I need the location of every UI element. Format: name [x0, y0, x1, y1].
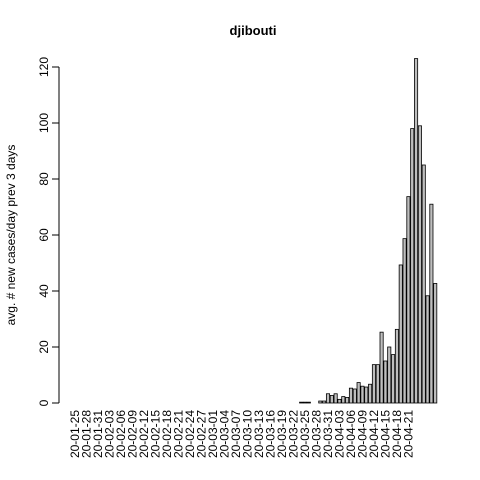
y-tick-label: 20: [37, 340, 51, 354]
x-tick-label: 20-04-06: [344, 410, 358, 458]
x-axis-tick-labels: 20-01-2520-01-2820-01-3120-02-0320-02-06…: [68, 410, 415, 458]
x-tick-label: 20-04-03: [332, 410, 346, 458]
bar: [333, 393, 338, 404]
bar: [329, 395, 334, 404]
x-tick-label: 20-03-25: [298, 410, 312, 458]
bar: [410, 128, 415, 404]
bar: [306, 401, 311, 404]
bar: [383, 360, 388, 404]
y-tick-label: 120: [37, 57, 51, 77]
x-tick-label: 20-03-07: [229, 410, 243, 458]
y-tick-label: 100: [37, 113, 51, 133]
bar: [299, 401, 304, 404]
bar: [375, 364, 380, 404]
x-tick-label: 20-02-03: [103, 410, 117, 458]
bar: [421, 164, 426, 404]
bar: [364, 386, 369, 404]
y-tick-label: 60: [37, 228, 51, 242]
bar: [352, 388, 357, 404]
y-tick-label: 80: [37, 172, 51, 186]
x-tick-label: 20-02-09: [126, 410, 140, 458]
x-tick-label: 20-03-22: [287, 410, 301, 458]
bar: [302, 401, 307, 404]
bar: [318, 400, 323, 404]
x-tick-label: 20-04-18: [390, 410, 404, 458]
bar: [348, 387, 353, 404]
x-tick-label: 20-03-10: [241, 410, 255, 458]
bar: [325, 393, 330, 404]
y-axis-label: avg. # new cases/day prev 3 days: [4, 145, 18, 326]
x-tick-label: 20-03-04: [218, 410, 232, 458]
x-tick-label: 20-04-15: [378, 410, 392, 458]
bar: [356, 382, 361, 404]
x-tick-label: 20-02-18: [160, 410, 174, 458]
bar: [322, 400, 327, 404]
y-tick-label: 0: [37, 399, 51, 406]
bar: [433, 283, 438, 404]
x-tick-label: 20-02-21: [172, 410, 186, 458]
x-tick-label: 20-03-31: [321, 410, 335, 458]
x-tick-label: 20-01-28: [80, 410, 94, 458]
x-tick-label: 20-02-12: [137, 410, 151, 458]
x-tick-label: 20-03-28: [309, 410, 323, 458]
bar: [368, 383, 373, 404]
x-tick-label: 20-03-16: [264, 410, 278, 458]
bar: [417, 125, 422, 404]
bar: [341, 396, 346, 404]
bar: [398, 264, 403, 404]
bar: [429, 203, 434, 404]
chart-title: djibouti: [230, 23, 277, 38]
x-tick-label: 20-04-21: [401, 410, 415, 458]
x-tick-label: 20-02-27: [195, 410, 209, 458]
bar: [379, 331, 384, 404]
x-tick-label: 20-01-31: [91, 410, 105, 458]
x-tick-label: 20-02-24: [183, 410, 197, 458]
bars: [299, 58, 438, 404]
bar: [402, 238, 407, 404]
x-tick-label: 20-04-12: [367, 410, 381, 458]
x-tick-label: 20-03-13: [252, 410, 266, 458]
bar: [394, 328, 399, 404]
x-tick-label: 20-02-06: [114, 410, 128, 458]
bar: [360, 385, 365, 404]
bar: [337, 398, 342, 404]
x-tick-label: 20-03-19: [275, 410, 289, 458]
y-tick-label: 40: [37, 284, 51, 298]
bar: [391, 354, 396, 404]
bar: [387, 346, 392, 404]
bar: [345, 396, 350, 404]
x-tick-label: 20-04-09: [355, 410, 369, 458]
bar: [414, 58, 419, 404]
bar: [425, 295, 430, 404]
y-axis-ticks: 0 20 40 60 80 100 120: [37, 57, 59, 406]
bar: [406, 196, 411, 404]
x-tick-label: 20-01-25: [68, 410, 82, 458]
x-tick-label: 20-02-15: [149, 410, 163, 458]
x-tick-label: 20-03-01: [206, 410, 220, 458]
bar: [371, 364, 376, 404]
